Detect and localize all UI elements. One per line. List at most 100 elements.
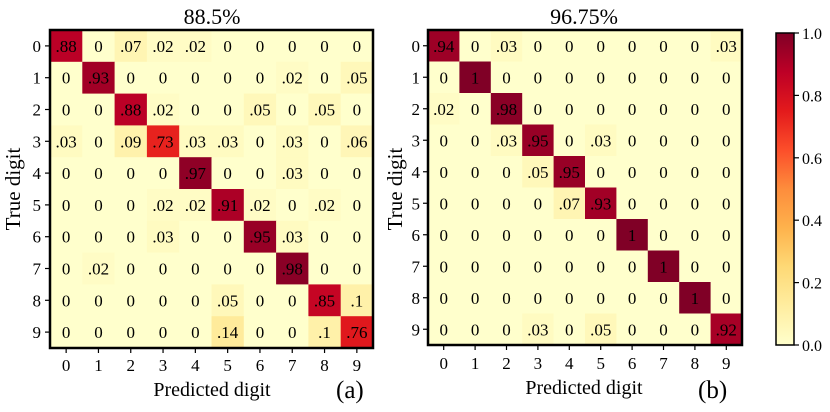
cell-b-2-1 [459,93,492,125]
cell-label-b-8-2: 0 [502,289,511,308]
x-tick-label-a-2: 2 [127,356,136,375]
x-tick-label-b-4: 4 [565,354,574,373]
cell-b-0-6 [616,30,649,62]
cell-a-2-9 [340,93,374,126]
cell-a-2-3 [146,93,180,126]
cell-b-5-7 [647,187,680,220]
cell-label-a-0-6: 0 [256,37,265,56]
cell-a-3-9 [340,125,374,158]
cell-a-7-3 [146,252,180,285]
cell-a-5-0 [50,189,83,222]
cell-a-0-3 [146,30,180,63]
cell-label-b-9-6: 0 [628,320,637,339]
cell-label-b-5-5: .93 [590,194,611,213]
cell-a-6-5 [211,220,245,253]
cell-b-4-2 [490,156,523,188]
cell-b-4-8 [679,156,711,188]
cell-a-8-7 [276,284,309,317]
cell-label-b-0-0: .94 [433,37,455,56]
cell-b-1-1 [459,61,492,94]
x-tick-label-b-9: 9 [722,354,731,373]
cell-label-b-5-6: 0 [628,194,637,213]
cell-label-b-9-0: 0 [439,320,448,339]
cell-label-b-0-2: .03 [496,37,517,56]
cell-label-b-5-3: 0 [534,194,543,213]
cell-b-7-2 [490,250,523,283]
cell-label-a-0-0: .88 [56,37,77,56]
cell-label-a-3-1: 0 [94,132,103,151]
cell-b-9-2 [490,313,523,346]
cell-label-b-5-1: 0 [471,194,480,213]
cell-a-6-9 [340,220,374,253]
cell-label-a-7-9: 0 [353,260,362,279]
cell-a-1-5 [211,61,245,94]
cell-a-3-4 [179,125,212,158]
cell-label-a-8-1: 0 [94,291,103,310]
cell-label-b-7-1: 0 [471,257,480,276]
cell-b-9-8 [679,313,711,346]
cell-a-0-4 [179,30,212,63]
cell-label-b-5-7: 0 [659,194,668,213]
cell-b-5-5 [585,187,617,220]
cell-b-7-7 [647,250,680,283]
cell-label-b-2-0: .02 [433,100,454,119]
cell-a-0-7 [276,30,309,63]
y-tick-label-a-3: 3 [33,132,42,151]
cell-label-b-8-3: 0 [534,289,543,308]
cell-label-a-6-5: 0 [223,228,232,247]
cell-label-b-8-7: 0 [659,289,668,308]
y-tick-label-a-0: 0 [33,37,42,56]
cell-label-a-5-0: 0 [62,196,71,215]
cell-a-4-3 [146,157,180,190]
cell-b-9-0 [428,313,460,346]
cell-label-a-4-2: 0 [127,164,136,183]
cell-label-b-9-5: .05 [590,320,611,339]
cell-label-b-2-8: 0 [691,100,700,119]
cell-b-0-9 [710,30,743,62]
cell-label-a-0-5: 0 [223,37,232,56]
cell-label-b-7-5: 0 [596,257,605,276]
cell-a-1-8 [308,61,342,94]
cell-a-3-2 [114,125,148,158]
cell-label-a-2-6: .05 [249,101,270,120]
cell-label-b-4-7: 0 [659,163,668,182]
cell-label-b-0-1: 0 [471,37,480,56]
cell-label-a-1-5: 0 [223,69,232,88]
cell-label-b-3-5: .03 [590,131,611,150]
cell-b-2-6 [616,93,649,125]
colorbar-tick-label-4: 0.8 [802,88,822,105]
cell-b-6-6 [616,219,649,251]
cell-label-a-1-1: .93 [88,69,109,88]
cell-label-a-6-7: .03 [282,228,303,247]
cell-a-0-2 [114,30,148,63]
cell-label-a-3-3: .73 [152,132,173,151]
x-tick-label-b-5: 5 [596,354,605,373]
cell-b-7-3 [522,250,554,283]
cell-a-1-9 [340,61,374,94]
x-tick-label-a-1: 1 [94,356,103,375]
cell-label-b-7-3: 0 [534,257,543,276]
cell-a-7-8 [308,252,342,285]
cell-b-7-4 [553,250,586,283]
cell-a-9-4 [179,316,212,349]
cell-label-b-1-4: 0 [565,68,574,87]
cell-label-b-9-7: 0 [659,320,668,339]
cell-label-a-5-4: .02 [185,196,206,215]
y-tick-label-a-1: 1 [33,69,42,88]
cell-label-b-1-0: 0 [439,68,448,87]
cell-label-b-4-4: .95 [559,163,580,182]
cell-label-a-3-8: 0 [320,132,329,151]
cell-b-5-4 [553,187,586,220]
cell-a-0-0 [50,30,83,63]
cell-label-a-6-0: 0 [62,228,71,247]
y-tick-label-b-9: 9 [412,320,421,339]
cell-label-b-1-1: 1 [471,68,480,87]
panel-b-ylabel: True digit [383,148,407,231]
x-tick-label-b-2: 2 [502,354,511,373]
cell-label-a-1-7: .02 [282,69,303,88]
cell-label-a-4-4: .97 [185,164,207,183]
cell-label-a-6-3: .03 [152,228,173,247]
cell-b-5-1 [459,187,492,220]
cell-label-a-2-0: 0 [62,101,71,120]
cell-a-8-2 [114,284,148,317]
